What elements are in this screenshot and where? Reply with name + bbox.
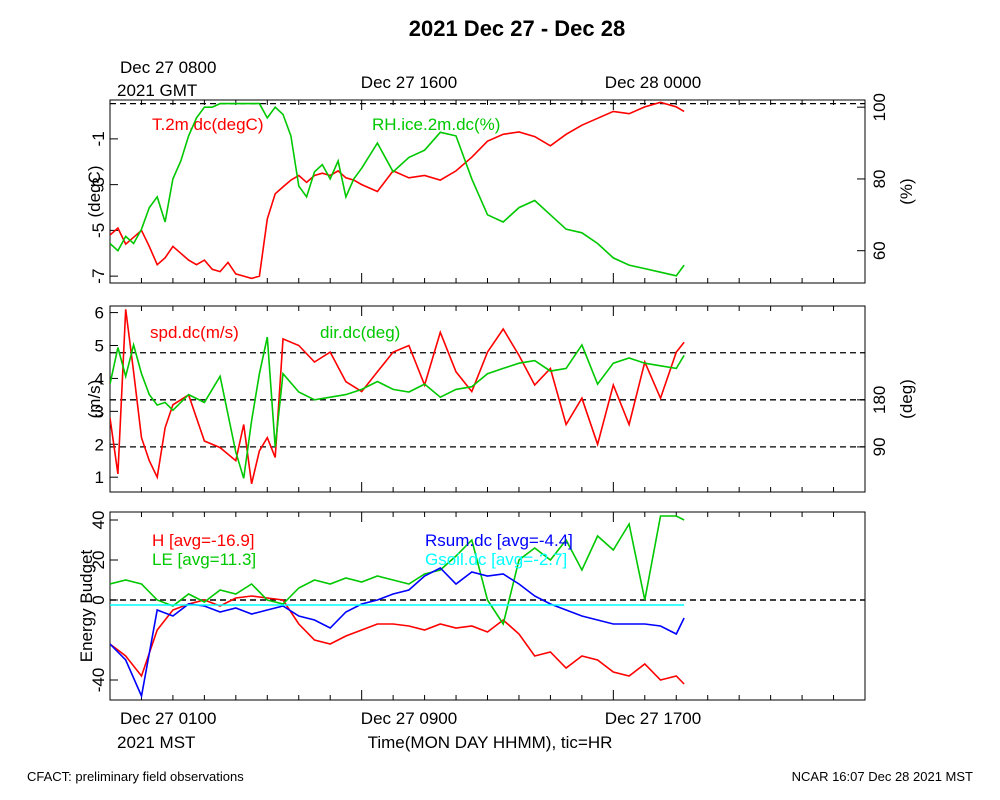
y-tick-label: 0 bbox=[89, 595, 108, 604]
top-axis-label-1600: Dec 27 1600 bbox=[361, 73, 457, 92]
legend-entry: LE [avg=11.3] bbox=[152, 550, 256, 569]
series-line-red bbox=[110, 595, 685, 685]
y-tick-label: 1 bbox=[95, 468, 104, 487]
series-line-red bbox=[110, 101, 685, 280]
legend-entry: Rsum.dc [avg=-4.4] bbox=[425, 531, 573, 550]
legend-entry: H [avg=-16.9] bbox=[152, 531, 255, 550]
top-axis-label-0000: Dec 28 0000 bbox=[605, 73, 701, 92]
footer-right: NCAR 16:07 Dec 28 2021 MST bbox=[792, 769, 973, 784]
panel-temperature-humidity: -1 -3 -5 -7 100 80 60 (degC) (%) T.2m.dc(degC) RH.… bbox=[85, 93, 916, 284]
bottom-axis-first-label-line2: 2021 MST bbox=[117, 733, 195, 752]
y-tick-label: 6 bbox=[95, 304, 104, 323]
chart-title: 2021 Dec 27 - Dec 28 bbox=[409, 16, 626, 41]
legend-entry: spd.dc(m/s) bbox=[150, 323, 239, 342]
y-tick-label: -7 bbox=[89, 269, 108, 284]
left-axis-title: Energy Budget bbox=[77, 549, 96, 662]
y-tick-label: 3 bbox=[95, 402, 104, 421]
y-tick-label: 40 bbox=[89, 511, 108, 530]
legend-entry: T.2m.dc(degC) bbox=[152, 115, 263, 134]
y-right-tick-label: 180 bbox=[870, 386, 889, 414]
left-axis-title: (m/s) bbox=[85, 380, 104, 419]
y-tick-label: 4 bbox=[95, 369, 104, 388]
y-right-tick-label: 100 bbox=[870, 93, 889, 121]
panel-wind: 1 2 3 4 5 6 90 180 (m/s) (deg) spd.dc(m/s) dir.dc(d… bbox=[85, 304, 916, 493]
legend-entry: Gsoil.dc [avg=-2.7] bbox=[425, 550, 567, 569]
top-axis-first-label-line2: 2021 GMT bbox=[117, 81, 197, 100]
legend-entry: dir.dc(deg) bbox=[320, 323, 400, 342]
series-line-red bbox=[110, 309, 685, 484]
top-axis-first-label-line1: Dec 27 0800 bbox=[120, 58, 216, 77]
left-axis-title: (degC) bbox=[85, 166, 104, 218]
bottom-axis-first-label-line1: Dec 27 0100 bbox=[120, 709, 216, 728]
y-tick-label: 2 bbox=[95, 435, 104, 454]
y-tick-label: -1 bbox=[89, 131, 108, 146]
x-axis-title: Time(MON DAY HHMM), tic=HR bbox=[368, 733, 613, 752]
y-right-tick-label: 80 bbox=[870, 169, 889, 188]
series-line-green bbox=[110, 336, 685, 479]
y-right-tick-label: 60 bbox=[870, 241, 889, 260]
right-axis-title: (%) bbox=[897, 178, 916, 204]
series-line-green bbox=[110, 102, 685, 277]
legend-entry: RH.ice.2m.dc(%) bbox=[372, 115, 500, 134]
right-axis-title: (deg) bbox=[897, 379, 916, 419]
y-tick-label: 5 bbox=[95, 337, 104, 356]
y-right-tick-label: 90 bbox=[870, 437, 889, 456]
bottom-axis-label-1700: Dec 27 1700 bbox=[605, 709, 701, 728]
panel-energy-budget: 40 20 0 -40 Energy Budget H [avg=-16.9]LE [av… bbox=[77, 511, 866, 701]
y-tick-label: 20 bbox=[89, 551, 108, 570]
series-line-green bbox=[110, 515, 685, 626]
y-tick-label: -3 bbox=[89, 177, 108, 192]
y-tick-label: -40 bbox=[89, 668, 108, 693]
y-tick-label: -5 bbox=[89, 223, 108, 238]
series-line-blue bbox=[110, 567, 685, 699]
footer-left: CFACT: preliminary field observations bbox=[27, 769, 244, 784]
bottom-axis-label-0900: Dec 27 0900 bbox=[361, 709, 457, 728]
